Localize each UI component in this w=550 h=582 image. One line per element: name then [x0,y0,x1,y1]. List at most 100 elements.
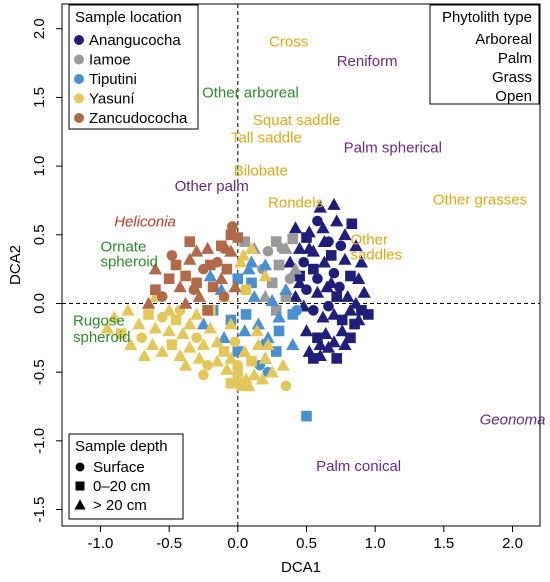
data-point [354,255,369,268]
annotation-label: Squat saddle [253,112,341,129]
data-point [345,332,356,344]
data-point [288,289,303,302]
legend-entry-label: Tiputini [89,71,137,88]
data-point [132,317,146,330]
data-point [203,269,217,282]
data-point [334,281,345,293]
data-point [207,281,219,293]
data-point [251,338,266,350]
data-point [203,321,217,334]
data-point [183,317,197,330]
annotation-label: Other [350,231,388,248]
annotation-label: Other grasses [433,192,527,209]
legend-entry-label: Palm [498,50,532,67]
data-point [266,277,278,289]
data-point [218,243,230,254]
x-tick-label: 0.0 [227,535,248,552]
data-point [121,303,135,316]
data-point [313,338,327,350]
data-point [325,250,337,261]
annotation-label: Bilobate [234,163,288,180]
x-tick-label: 2.0 [502,535,523,552]
x-tick-label: -1.0 [88,535,114,552]
legend-entry-label: Iamoe [89,52,131,69]
data-point [276,358,290,371]
data-point [210,335,224,348]
x-axis-title: DCA1 [281,559,321,576]
y-tick-label: 1.5 [31,87,48,108]
data-point [189,244,204,257]
data-points [100,197,374,422]
data-point [258,289,272,302]
legend-swatch [74,74,84,84]
data-point [183,340,197,353]
data-point [191,277,202,289]
data-point [293,276,307,289]
legend-entry-label: Surface [93,459,145,476]
data-point [328,267,340,279]
data-point [192,351,206,364]
legend-sample-depth: Sample depth Surface 0–20 cm > 20 cm [68,433,184,520]
data-point [196,317,211,330]
y-tick-label: 1.0 [31,156,48,177]
data-point [240,284,252,296]
data-point [221,263,233,275]
data-point [317,255,331,268]
data-point [265,365,279,378]
data-point [143,309,154,320]
data-point [299,324,314,337]
data-point [232,366,244,378]
data-point [336,314,348,326]
data-point [345,270,356,282]
data-point [233,255,248,268]
data-point [242,379,256,392]
data-point [170,314,182,326]
data-point [192,289,206,302]
data-point [228,280,242,293]
data-point [188,284,200,296]
data-point [200,241,215,254]
data-point [251,317,266,330]
data-point [312,215,323,227]
data-point [319,327,333,339]
legend-entry-label: Yasuní [89,91,135,108]
y-axis-title: DCA2 [7,245,24,285]
data-point [343,303,358,316]
data-point [330,214,344,227]
annotation-label: Ornate [100,238,146,255]
data-point [273,325,285,337]
data-point [189,307,204,320]
data-point [301,284,312,296]
data-point [308,353,319,364]
legend-title: Sample location [75,9,182,26]
data-point [280,380,292,392]
data-point [205,259,216,271]
data-point [210,354,224,367]
x-tick-label: 1.0 [365,535,386,552]
data-point [202,305,213,316]
legend-swatch [74,54,84,65]
data-point [276,243,288,254]
data-point [229,336,241,348]
data-point [180,270,191,282]
data-point [166,339,178,350]
data-point [284,273,296,285]
data-point [338,228,352,241]
data-point [184,236,196,247]
x-tick-label: -0.5 [156,535,182,552]
legend-swatch [74,113,84,123]
data-point [239,236,250,247]
legend-entry-label: 0–20 cm [93,478,151,495]
data-point [291,305,303,316]
data-point [232,273,244,285]
data-point [224,317,238,330]
data-point [191,332,202,344]
data-point [308,305,319,316]
data-point [217,331,231,344]
y-tick-label: -1.0 [31,428,48,454]
legend-shape-square [75,481,85,491]
legend-entry-label: Grass [492,69,532,86]
legend-box [429,4,540,105]
plot-frame [61,3,541,527]
legend-entry-label: > 20 cm [93,497,147,514]
